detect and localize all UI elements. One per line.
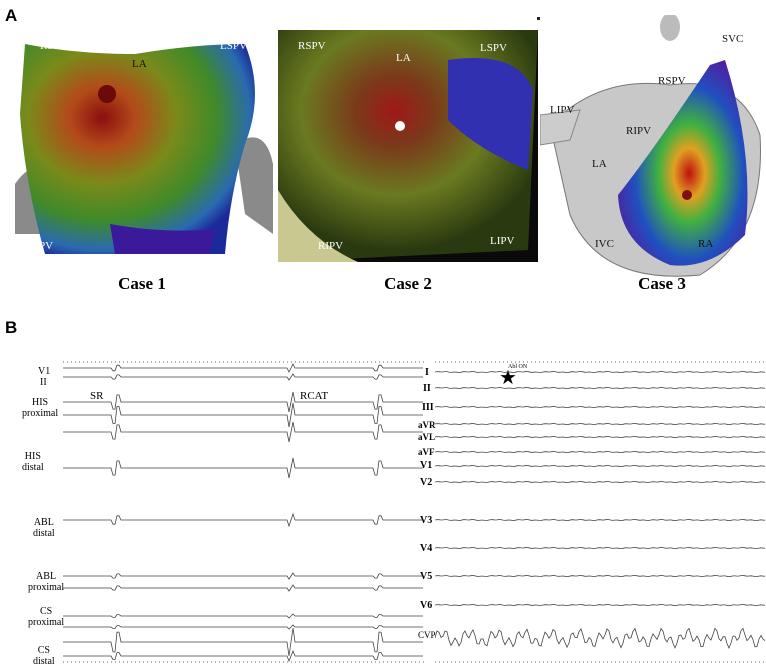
case3-title: Case 3 [638,274,686,293]
label-lipv-2: LIPV [490,235,515,247]
ecg-trace [435,435,766,439]
lead-iii: III [422,402,434,413]
lead-abl-distal: ABL distal [33,517,55,539]
lead-avf: aVF [418,447,435,457]
ecg-trace [63,624,423,630]
label-la: LA [132,58,147,70]
lead-avl: aVL [418,432,436,442]
abl-on-marker: Abl ON [508,364,528,370]
ecg-trace [63,402,423,428]
lead-ii: II [40,377,47,388]
ecg-trace [435,422,766,426]
label-rspv-2: RSPV [298,40,326,52]
ecg-trace [435,627,766,650]
label-ripv-3: RIPV [626,125,652,137]
ecg-trace [63,584,423,592]
lead-cs-proximal: CS proximal [28,606,65,628]
ecg-trace [63,512,423,528]
label-lspv: LSPV [220,40,247,52]
ecg-trace [435,464,766,468]
lead-v2: V2 [420,477,433,488]
ecg-trace [63,627,423,657]
annotation-rcat: RCAT [300,390,329,402]
label-lipv-3: LIPV [550,104,575,116]
lead-avr: aVR [418,420,436,430]
case3-activation-map [540,15,766,287]
label-lipv: LIPV [228,228,253,240]
label-rspv-3: RSPV [658,75,686,87]
case1-title: Case 1 [118,274,166,293]
label-rspv: RSPV [40,40,68,52]
ecg-trace [435,518,766,522]
ecg-trace [63,363,423,373]
case2-title: Case 2 [384,274,432,293]
ecg-trace [63,457,423,479]
ecg-trace [435,574,766,578]
ecg-trace [63,391,423,413]
ecg-trace [435,405,766,409]
lead-his-proximal: HIS proximal [22,397,59,419]
label-ripv: RIPV [28,240,54,252]
ecg-trace [63,649,423,663]
lead-v3: V3 [420,515,433,526]
lead-v1: V1 [38,366,51,377]
label-la-2: LA [396,52,411,64]
lead-i: I [425,367,429,378]
label-ra: RA [698,238,714,250]
ecg-trace [435,450,766,454]
lead-his-distal: HIS distal [22,451,44,473]
ecg-trace [435,546,766,550]
ecg-left-traces [63,361,425,663]
lead-cvp: CVP [418,630,436,640]
panel-a-label: A [5,6,18,25]
panel-b-label: B [5,318,18,337]
label-ripv-2: RIPV [318,240,344,252]
label-la-3: LA [592,158,607,170]
lead-v6: V6 [420,600,433,611]
label-ivc: IVC [595,238,614,250]
ecg-trace [63,421,423,443]
lead-v5: V5 [420,571,433,582]
case1-activation-map [15,34,273,256]
label-svc: SVC [722,33,744,45]
lead-cs-distal: CS distal [33,645,55,667]
ecg-trace [435,370,766,374]
lead-v4: V4 [420,543,433,554]
ecg-trace [435,386,766,390]
ecg-trace [435,603,766,607]
star-icon: ★ [499,367,517,389]
ecg-trace [435,480,766,484]
annotation-sr: SR [90,390,104,402]
ecg-right-traces [435,361,766,663]
label-lspv-2: LSPV [480,42,507,54]
ecg-trace [63,572,423,580]
ecg-trace [63,613,423,619]
ecg-trace [63,373,423,381]
case2-activation-map [278,30,538,262]
lead-abl-proximal: ABL proximal [28,571,65,593]
lead-ii-right: II [423,383,431,394]
lead-v1-right: V1 [420,460,433,471]
